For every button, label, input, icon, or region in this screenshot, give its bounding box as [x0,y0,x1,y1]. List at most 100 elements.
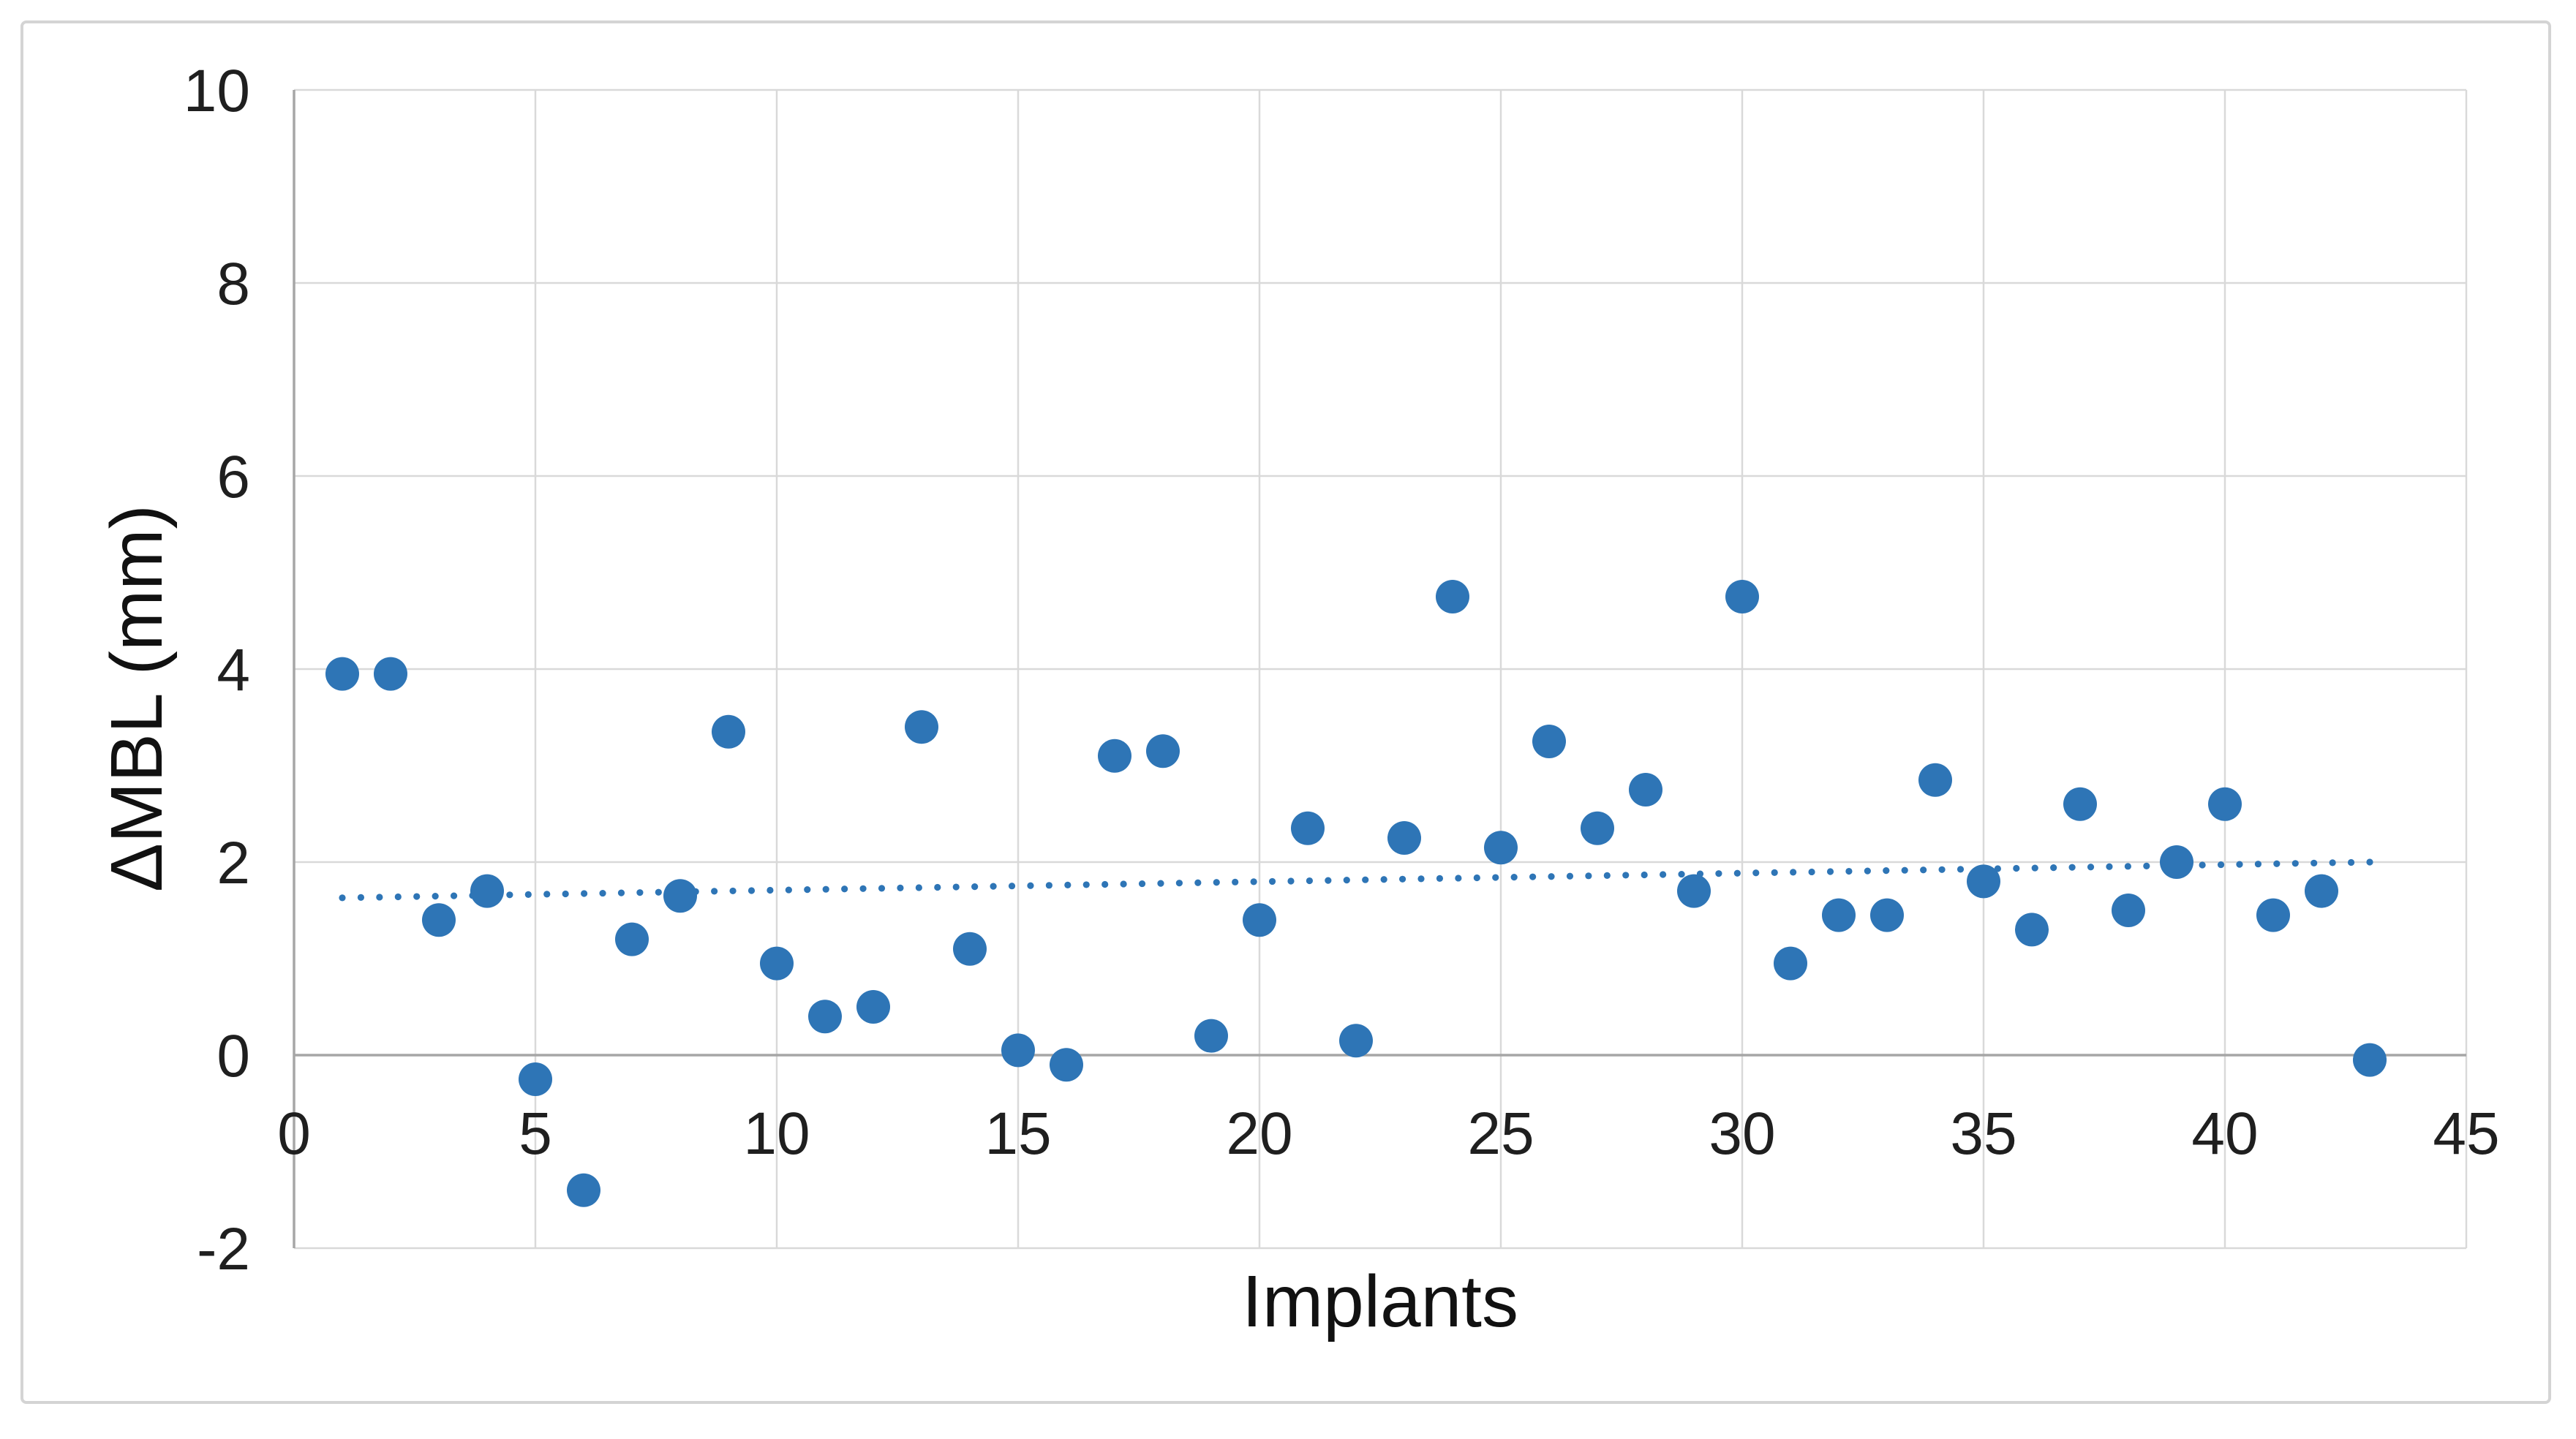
y-tick-label: 2 [216,830,250,896]
trendline-dot [1082,881,1090,888]
trendline-dot [2143,862,2150,869]
data-point [1870,898,1904,932]
trendline-dot [450,892,458,899]
trendline-dot [2124,863,2131,870]
trendline-dot [1380,876,1387,883]
trendline-dot [2050,864,2057,872]
trendline-dot [655,888,662,896]
trendline-dot [2013,864,2020,872]
data-point [470,874,504,908]
trendline-dot [636,889,644,896]
data-point [1918,763,1952,797]
trendline-dot [841,885,848,893]
data-point [519,1062,552,1096]
data-point [1098,739,1131,773]
trendline-dot [1622,872,1630,879]
trendline-dot [1883,867,1890,875]
data-point [2305,874,2338,908]
trendline-dot [543,891,551,898]
trendline-dot [376,894,383,901]
trendline-dot [2087,864,2095,871]
x-tick-label: 40 [2191,1100,2258,1167]
data-point [1581,811,1614,845]
data-point [1677,874,1711,908]
trendline-dot [339,894,346,902]
trendline-dot [2068,864,2076,871]
data-point [760,946,794,981]
trendline-dot [1398,875,1406,883]
trendline-dot [1938,866,1946,873]
trendline-dot [1362,876,1369,883]
trendline-dot [2366,858,2373,866]
trendline-dot [2106,863,2113,870]
data-point [615,922,649,956]
data-point [2208,787,2242,821]
data-point [808,1000,842,1034]
data-point [2015,913,2049,947]
data-point [905,710,938,744]
trendline-dot [1027,882,1034,889]
x-tick-label: 25 [1467,1100,1534,1167]
trendline-dot [357,894,365,901]
data-point [953,932,987,966]
data-point [1629,773,1662,807]
data-point [1291,811,1325,845]
trendline-dot [2273,860,2281,867]
trendline-dot [1641,871,1648,879]
trendline-dot [1287,877,1295,885]
trendline-dot [1920,866,1927,874]
trendline-dot [1864,867,1871,875]
trendline-dot [822,885,829,893]
trendline-dot [1232,878,1239,885]
trendline-dot [971,883,979,891]
trendline-dot [2347,858,2355,866]
trendline-dot [1213,879,1220,886]
data-point [1484,831,1518,865]
data-point [712,714,745,749]
trendline-dot [934,883,941,891]
trendline-dot [2254,861,2262,868]
trendline-dot [878,885,886,892]
trendline-dot [1268,877,1276,885]
data-point [2063,787,2097,821]
x-tick-label: 15 [984,1100,1051,1167]
data-point [2160,845,2193,879]
data-point [856,990,890,1024]
y-tick-label: 10 [184,58,250,124]
data-point [1243,903,1276,937]
trendline-dot [2329,859,2336,866]
trendline-dot [1845,867,1853,875]
data-point [374,657,407,691]
trendline-dot [1771,869,1778,876]
trendline-dot [1492,874,1499,881]
data-point [1774,946,1807,981]
trendline-dot [1733,869,1741,877]
trendline-dot [2311,859,2318,866]
trendline-dot [1436,875,1444,883]
trendline-dot [581,890,588,897]
trendline-dot [599,889,606,897]
trendline-dot [804,886,811,894]
y-tick-label: 8 [216,251,250,317]
y-tick-label: 4 [216,637,250,703]
trendline-dot [1901,866,1908,874]
trendline-dot [394,893,402,901]
data-point [1967,864,2000,899]
trendline-dot [1101,880,1109,888]
trendline-dot [1790,869,1797,876]
data-point [2256,898,2290,932]
data-point [325,657,359,691]
trendline-dot [990,883,997,890]
data-point [1532,725,1566,758]
trendline-dot [767,886,774,894]
x-tick-label: 35 [1950,1100,2016,1167]
trendline-dot [1548,873,1555,880]
trendline-dot [1510,874,1518,881]
data-point [1146,734,1180,768]
trendline-dot [859,885,867,892]
trendline-dot [1064,881,1072,888]
y-axis-title: ΔMBL (mm) [96,505,178,892]
trendline-dot [524,891,532,898]
trendline-dot [1325,877,1332,884]
